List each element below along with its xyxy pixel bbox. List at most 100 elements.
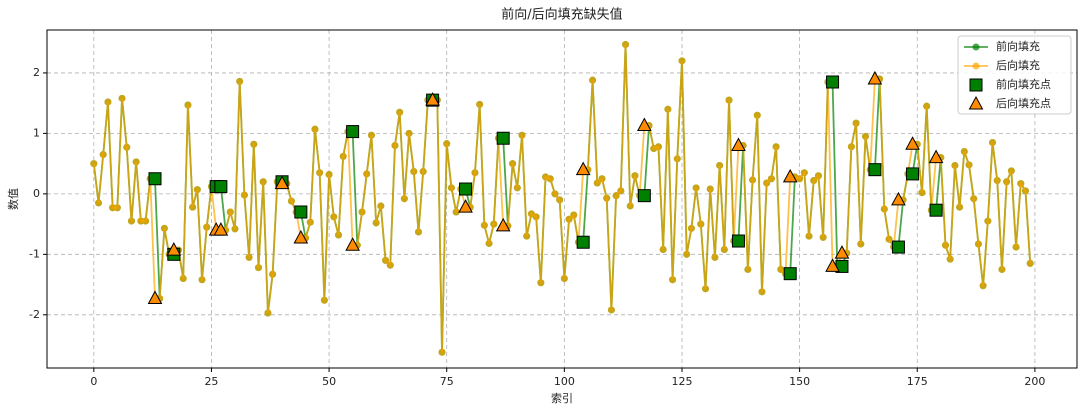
point xyxy=(1026,259,1034,267)
point xyxy=(240,191,248,199)
point xyxy=(631,172,639,180)
point xyxy=(767,175,775,183)
point xyxy=(490,220,498,228)
point xyxy=(805,232,813,240)
triangle-marker xyxy=(891,191,906,206)
point xyxy=(132,158,140,166)
square-marker xyxy=(148,172,162,186)
point xyxy=(90,160,98,168)
point xyxy=(396,108,404,116)
point xyxy=(311,125,319,133)
point xyxy=(974,240,982,248)
square-marker xyxy=(969,78,983,92)
point xyxy=(193,186,201,194)
point xyxy=(142,217,150,225)
x-tick-label: 150 xyxy=(789,375,810,388)
point xyxy=(972,62,980,70)
point xyxy=(861,132,869,140)
point xyxy=(852,119,860,127)
point xyxy=(400,195,408,203)
point xyxy=(687,224,695,232)
point xyxy=(603,194,611,202)
point xyxy=(320,296,328,304)
point xyxy=(443,140,451,148)
square-marker xyxy=(576,235,590,249)
square-marker xyxy=(637,189,651,203)
triangle-marker xyxy=(293,229,309,244)
point xyxy=(702,285,710,293)
square-marker xyxy=(496,131,510,145)
point xyxy=(885,235,893,243)
x-axis-label: 索引 xyxy=(551,391,573,405)
point xyxy=(753,111,761,119)
legend-label: 前向填充点 xyxy=(996,77,1051,91)
point xyxy=(669,276,677,284)
point xyxy=(372,219,380,227)
point xyxy=(325,171,333,179)
y-tick-label: 1 xyxy=(33,126,40,139)
point xyxy=(1007,167,1015,175)
point xyxy=(236,77,244,85)
x-tick-label: 25 xyxy=(204,375,218,388)
point xyxy=(377,202,385,210)
point xyxy=(546,175,554,183)
square-marker xyxy=(929,203,943,217)
point xyxy=(179,275,187,283)
point xyxy=(363,170,371,178)
y-tick-label: -1 xyxy=(29,247,40,260)
triangle-marker xyxy=(637,117,652,132)
point xyxy=(160,224,168,232)
y-tick-label: 0 xyxy=(33,187,40,200)
point xyxy=(480,221,488,229)
point xyxy=(819,233,827,241)
point xyxy=(626,202,634,210)
x-tick-label: 75 xyxy=(440,375,454,388)
point xyxy=(716,161,724,169)
point xyxy=(1021,187,1029,195)
point xyxy=(570,211,578,219)
point xyxy=(598,175,606,183)
legend-label: 前向填充 xyxy=(996,39,1040,53)
x-tick-label: 100 xyxy=(554,375,575,388)
square-marker xyxy=(214,180,228,194)
point xyxy=(104,98,112,106)
point xyxy=(485,239,493,247)
triangle-marker xyxy=(834,245,850,259)
point xyxy=(711,253,719,261)
triangle-marker xyxy=(968,95,984,110)
point xyxy=(918,189,926,197)
triangle-marker xyxy=(345,237,360,251)
point xyxy=(612,192,620,200)
point xyxy=(99,151,107,159)
point xyxy=(452,208,460,216)
point xyxy=(692,184,700,192)
point xyxy=(984,217,992,225)
triangle-marker xyxy=(147,290,163,304)
legend-label: 后向填充 xyxy=(996,58,1040,72)
point xyxy=(720,245,728,253)
point xyxy=(391,141,399,149)
point xyxy=(471,169,479,177)
point xyxy=(970,195,978,203)
point xyxy=(946,255,954,263)
x-tick-label: 175 xyxy=(907,375,928,388)
point xyxy=(339,152,347,160)
point xyxy=(565,215,573,223)
triangle-marker xyxy=(274,175,290,190)
point xyxy=(334,231,342,239)
point xyxy=(226,208,234,216)
point xyxy=(744,265,752,273)
triangle-marker xyxy=(825,258,840,272)
point xyxy=(245,253,253,261)
point xyxy=(231,225,239,233)
point xyxy=(386,261,394,269)
plot-frame xyxy=(46,29,1078,369)
point xyxy=(847,143,855,151)
point xyxy=(589,76,597,84)
y-tick-label: 2 xyxy=(33,66,40,79)
point xyxy=(513,184,521,192)
point xyxy=(306,218,314,226)
point xyxy=(518,131,526,139)
point xyxy=(725,96,733,104)
